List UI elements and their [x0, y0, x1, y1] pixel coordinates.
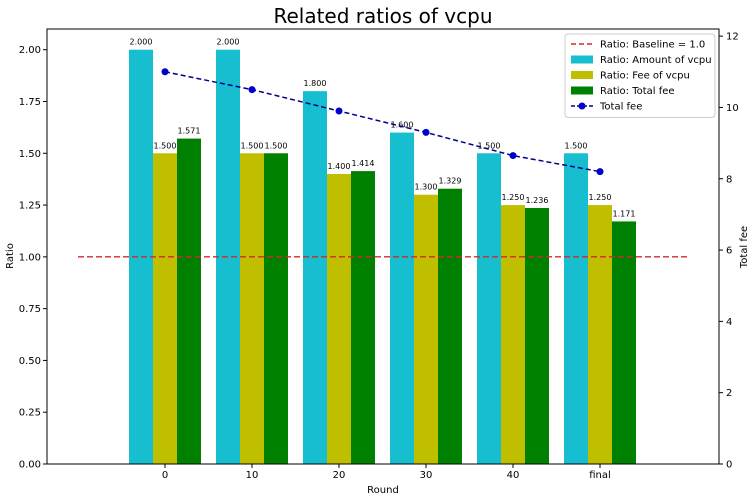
- x-axis-label: Round: [367, 485, 399, 496]
- bar-value-label: 1.500: [478, 141, 501, 150]
- bar-value-label: 1.300: [415, 183, 438, 192]
- bar-value-label: 1.571: [178, 127, 201, 136]
- total-fee-point: [596, 168, 604, 176]
- y-right-tick-label: 2: [726, 388, 732, 399]
- legend-entry-label: Total fee: [599, 102, 642, 113]
- y-tick-label: 0.00: [19, 460, 41, 471]
- bar-ratio-fee-of-vcpu: [153, 153, 177, 465]
- bar-value-label: 1.414: [352, 159, 375, 168]
- bar-ratio-amount-of-vcpu: [477, 153, 501, 465]
- total-fee-line-layer: [161, 68, 604, 176]
- total-fee-line: [164, 71, 601, 173]
- total-fee-point: [422, 128, 430, 136]
- total-fee-point: [509, 152, 517, 160]
- bar-ratio-total-fee: [525, 207, 549, 464]
- bar-ratio-amount-of-vcpu: [564, 153, 588, 465]
- bar-value-label: 1.400: [328, 162, 351, 171]
- plot-frame: [46, 28, 720, 465]
- y-tick-label: 1.50: [19, 149, 41, 160]
- legend-swatch-bar: [571, 71, 593, 79]
- x-tick-label: 0: [162, 470, 168, 481]
- bar-value-label: 2.000: [217, 38, 240, 47]
- y-right-tick-label: 0: [726, 460, 732, 471]
- y-tick-label: 0.50: [19, 356, 41, 367]
- y-right-tick-label: 4: [726, 317, 732, 328]
- x-tick-label: 30: [420, 470, 433, 481]
- total-fee-point: [161, 68, 169, 76]
- y-tick-label: 1.25: [19, 201, 41, 212]
- bar-value-label: 1.800: [304, 79, 327, 88]
- bar-value-label: 1.171: [613, 209, 636, 218]
- legend-entry-label: Ratio: Amount of vcpu: [600, 55, 712, 66]
- legend-swatch-bar: [571, 55, 593, 64]
- bar-ratio-fee-of-vcpu: [588, 205, 612, 465]
- legend-entry-label: Ratio: Fee of vcpu: [600, 71, 690, 82]
- y-tick-label: 1.75: [19, 97, 41, 108]
- bar-ratio-total-fee: [351, 171, 375, 464]
- bar-value-label: 1.236: [526, 196, 549, 205]
- y-axis-label-right: Total fee: [739, 226, 750, 269]
- x-tick-label: 40: [507, 470, 520, 481]
- left-y-axis: 0.00 0.25 0.50 0.75 1.00 1.25 1.50 1.75 2.00: [19, 45, 47, 471]
- bar-ratio-total-fee: [438, 188, 462, 464]
- bar-ratio-total-fee: [177, 138, 201, 465]
- y-tick-label: 0.75: [19, 304, 41, 315]
- y-right-tick-label: 12: [726, 32, 739, 43]
- legend-swatch-bar: [571, 86, 593, 95]
- legend-box: [564, 33, 716, 118]
- y-tick-label: 1.00: [19, 252, 41, 263]
- total-fee-point: [248, 86, 256, 94]
- bar-ratio-fee-of-vcpu: [501, 205, 525, 465]
- legend: Ratio: Baseline = 1.0 Ratio: Amount of vc…: [564, 33, 716, 118]
- bar-value-label: 1.600: [391, 121, 414, 130]
- y-right-tick-label: 8: [726, 174, 732, 185]
- y-right-tick-label: 10: [726, 103, 739, 114]
- bar-ratio-amount-of-vcpu: [390, 132, 414, 465]
- y-tick-label: 0.25: [19, 408, 41, 419]
- bar-value-label: 1.500: [265, 141, 288, 150]
- bar-value-label: 1.250: [589, 193, 612, 202]
- bar-ratio-fee-of-vcpu: [327, 174, 351, 464]
- x-axis: 0 10 20 30 40 final: [162, 464, 611, 481]
- bar-value-label: 1.500: [565, 141, 588, 150]
- x-tick-label: 10: [246, 470, 259, 481]
- legend-swatch-marker: [578, 102, 586, 110]
- bar-value-label: 1.500: [154, 141, 177, 150]
- bar-value-label: 1.250: [502, 193, 525, 202]
- bar-value-label: 2.000: [130, 38, 153, 47]
- bar-ratio-total-fee: [612, 221, 636, 464]
- bar-ratio-fee-of-vcpu: [240, 153, 264, 465]
- bar-ratio-fee-of-vcpu: [414, 194, 438, 464]
- y-tick-label: 2.00: [19, 45, 41, 56]
- y-right-tick-label: 6: [726, 246, 732, 257]
- bar-value-label: 1.500: [241, 141, 264, 150]
- y-axis-label: Ratio: [5, 243, 16, 269]
- legend-entry-label: Ratio: Total fee: [600, 86, 675, 97]
- right-y-axis: 0 2 4 6 8 10 12: [719, 32, 739, 471]
- x-tick-label: final: [589, 470, 611, 481]
- x-tick-label: 20: [333, 470, 346, 481]
- chart-title: Related ratios of vcpu: [273, 4, 492, 28]
- bar-value-label: 1.329: [439, 177, 462, 186]
- bar-ratio-total-fee: [264, 153, 288, 465]
- total-fee-point: [335, 107, 343, 115]
- legend-entry-label: Ratio: Baseline = 1.0: [600, 40, 705, 51]
- bar-ratio-amount-of-vcpu: [303, 91, 327, 465]
